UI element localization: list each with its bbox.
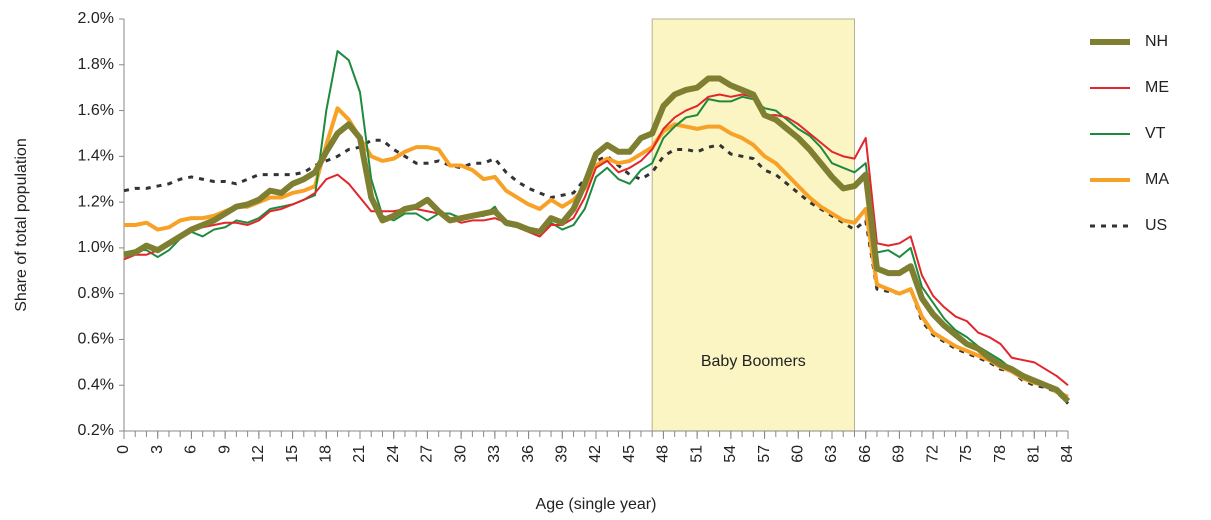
series-line — [123, 75, 1071, 404]
y-tick-label: 1.8% — [78, 56, 114, 73]
x-tick-label: 15 — [284, 445, 301, 463]
annotation-label: Baby Boomers — [701, 353, 806, 370]
x-tick-label: 3 — [149, 445, 166, 454]
x-tick-label: 30 — [452, 445, 469, 463]
y-tick-label: 1.0% — [78, 239, 114, 256]
x-tick-label: 27 — [419, 445, 436, 463]
legend-label: ME — [1145, 79, 1169, 96]
x-tick-label: 33 — [486, 445, 503, 463]
x-tick-label: 6 — [183, 445, 200, 454]
x-tick-label: 72 — [924, 445, 941, 463]
x-tick-label: 75 — [958, 445, 975, 463]
x-tick-label: 0 — [115, 445, 132, 454]
x-tick-label: 24 — [385, 445, 402, 463]
x-tick-label: 66 — [857, 445, 874, 463]
series-line — [123, 93, 1069, 386]
x-tick-label: 9 — [216, 445, 233, 454]
y-tick-label: 0.2% — [78, 422, 114, 439]
series-line — [123, 50, 1069, 400]
x-tick-label: 18 — [318, 445, 335, 463]
x-axis-label: Age (single year) — [536, 496, 657, 513]
x-tick-label: 60 — [790, 445, 807, 463]
x-tick-label: 81 — [1026, 445, 1043, 463]
y-tick-label: 0.6% — [78, 331, 114, 348]
legend-label: NH — [1145, 33, 1168, 50]
y-tick-label: 2.0% — [78, 10, 114, 27]
x-tick-label: 48 — [655, 445, 672, 463]
y-tick-label: 0.8% — [78, 285, 114, 302]
y-axis-label: Share of total population — [13, 138, 30, 311]
legend-label: US — [1145, 217, 1167, 234]
x-tick-label: 45 — [621, 445, 638, 463]
legend-label: VT — [1145, 125, 1166, 142]
x-tick-label: 36 — [520, 445, 537, 463]
x-tick-label: 42 — [587, 445, 604, 463]
legend-label: MA — [1145, 171, 1169, 188]
y-tick-label: 0.4% — [78, 376, 114, 393]
x-tick-label: 39 — [554, 445, 571, 463]
x-tick-label: 84 — [1059, 445, 1076, 463]
x-tick-label: 54 — [722, 445, 739, 463]
y-tick-label: 1.4% — [78, 148, 114, 165]
y-tick-label: 1.2% — [78, 193, 114, 210]
x-tick-label: 69 — [891, 445, 908, 463]
x-tick-label: 12 — [250, 445, 267, 463]
x-tick-label: 78 — [992, 445, 1009, 463]
series-line — [124, 106, 1069, 399]
x-tick-label: 21 — [351, 445, 368, 463]
x-tick-label: 57 — [756, 445, 773, 463]
x-tick-label: 63 — [823, 445, 840, 463]
x-tick-label: 51 — [688, 445, 705, 463]
y-tick-label: 1.6% — [78, 102, 114, 119]
